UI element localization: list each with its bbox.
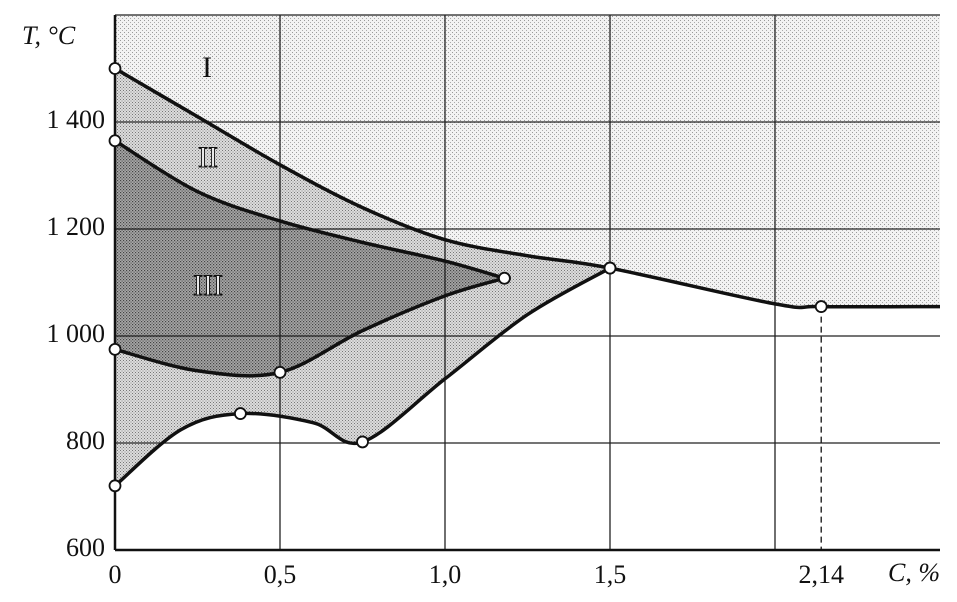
point: [603, 261, 617, 275]
point: [108, 342, 122, 356]
region-label: I: [202, 51, 212, 84]
region-label: III: [193, 269, 223, 302]
curve: [114, 276, 505, 378]
region-label: II: [198, 141, 218, 174]
x-tick-label: 0: [109, 560, 122, 589]
y-tick-label: 800: [66, 426, 105, 455]
point: [497, 271, 511, 285]
x-tick-label: 2,14: [798, 560, 844, 589]
point: [108, 479, 122, 493]
curve: [114, 66, 941, 310]
y-tick-label: 1 400: [47, 105, 106, 134]
y-axis-label: T, °C: [22, 21, 76, 50]
point: [108, 134, 122, 148]
y-tick-label: 1 000: [47, 319, 106, 348]
x-tick-label: 1,5: [594, 560, 627, 589]
region-area: [115, 15, 940, 308]
point: [814, 300, 828, 313]
x-axis-label: C, %: [888, 558, 940, 587]
curve: [113, 266, 611, 488]
point: [233, 407, 247, 420]
y-tick-label: 600: [66, 533, 105, 562]
point: [108, 62, 122, 75]
curve: [114, 139, 505, 280]
point: [273, 365, 287, 379]
x-tick-label: 0,5: [264, 560, 297, 589]
point: [356, 435, 369, 449]
y-tick-label: 1 200: [47, 212, 106, 241]
x-tick-label: 1,0: [429, 560, 462, 589]
